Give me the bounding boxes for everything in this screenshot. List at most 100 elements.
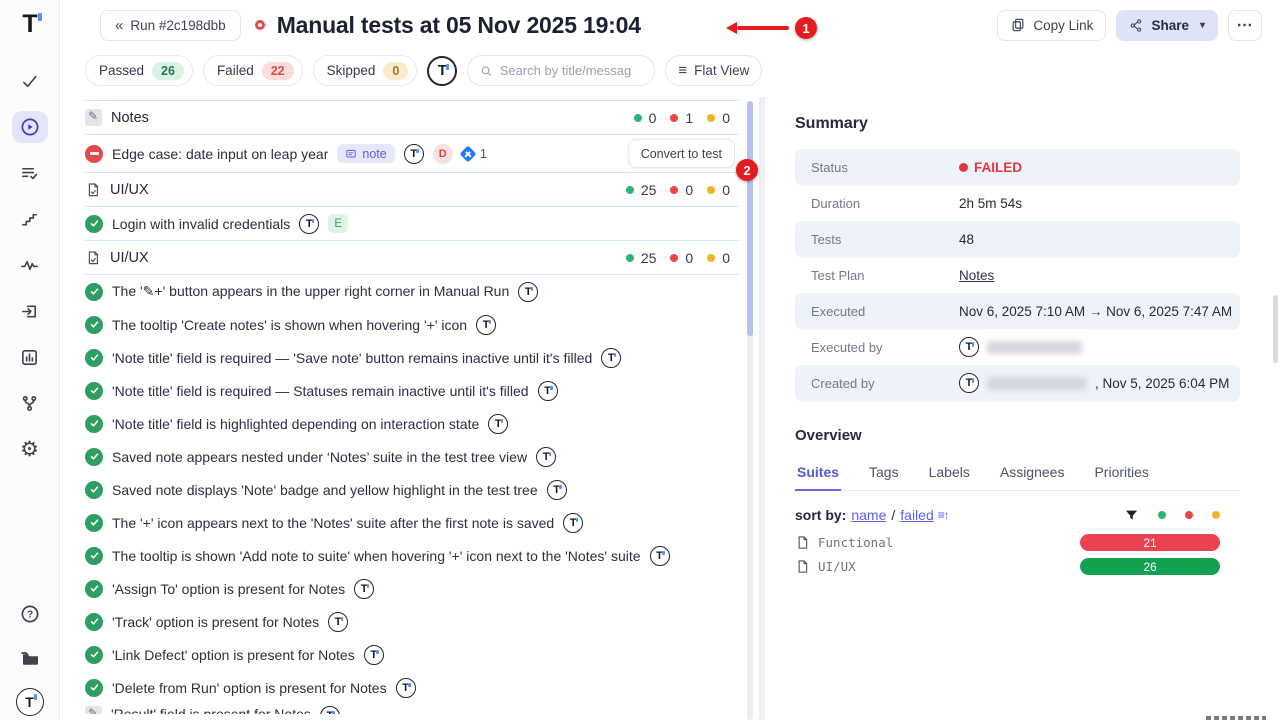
tasks-check-icon[interactable] <box>12 65 48 97</box>
overview-tabs: Suites Tags Labels Assignees Priorities <box>795 460 1240 491</box>
share-caret-icon[interactable]: ▾ <box>1199 19 1205 31</box>
test-row[interactable]: 'Assign To' option is present for Notes T <box>85 572 739 605</box>
projects-folder-icon[interactable] <box>12 643 48 675</box>
defect-badge[interactable]: D <box>432 143 453 164</box>
annotation-badge-1: 1 <box>795 17 817 39</box>
list-scrollbar-track[interactable] <box>747 101 753 720</box>
help-icon[interactable]: ? <box>12 598 48 630</box>
assignee-avatar: T <box>649 545 670 566</box>
panel-scrollbar-thumb[interactable] <box>1273 295 1278 363</box>
flat-view-button[interactable]: ≡ Flat View <box>665 55 763 86</box>
test-row[interactable]: 'Note title' field is required — Statuse… <box>85 374 739 407</box>
assignee-avatar: T <box>546 479 567 500</box>
test-row[interactable]: 'Delete from Run' option is present for … <box>85 671 739 704</box>
more-menu-button[interactable]: ⋯ <box>1228 9 1262 41</box>
legend-passed-dot[interactable] <box>1158 511 1166 519</box>
overview-suite-name: UI/UX <box>818 559 856 574</box>
test-row[interactable]: The '✎+' button appears in the upper rig… <box>85 275 739 308</box>
summary-panel: Summary Status FAILED Duration 2h 5m 54s Tes… <box>765 97 1280 720</box>
suite-title: UI/UX <box>110 181 149 198</box>
sort-by-failed-link[interactable]: failed <box>900 507 934 523</box>
sort-direction-icon[interactable]: ≡↑ <box>937 508 950 522</box>
chip-count-badge: 22 <box>261 61 294 80</box>
tab-assignees[interactable]: Assignees <box>999 464 1065 480</box>
tab-suites[interactable]: Suites <box>795 460 842 491</box>
test-row[interactable]: 'Result' field is present for Notes T <box>85 704 739 714</box>
test-row[interactable]: The tooltip is shown 'Add note to suite'… <box>85 539 739 572</box>
test-passed-icon <box>85 381 103 400</box>
filter-chip-failed[interactable]: Failed 22 <box>202 55 303 86</box>
summary-label: Status <box>811 159 848 175</box>
test-row[interactable]: The tooltip 'Create notes' is shown when… <box>85 308 739 341</box>
settings-gear-icon[interactable]: ⚙ <box>20 437 39 461</box>
branch-icon[interactable] <box>12 387 48 419</box>
tab-tags[interactable]: Tags <box>869 464 899 480</box>
count-value: 0 <box>685 249 694 266</box>
test-row[interactable]: Login with invalid credentials T E <box>85 207 739 240</box>
test-title: Saved note displays 'Note' badge and yel… <box>112 481 538 498</box>
share-button[interactable]: Share ▾ <box>1116 9 1218 41</box>
test-title: Saved note appears nested under ‘Notes’ … <box>112 448 528 465</box>
convert-to-test-button[interactable]: Convert to test <box>627 139 735 168</box>
assignee-avatar: T <box>363 644 384 665</box>
summary-value: T , Nov 5, 2025 6:04 PM <box>959 373 1229 393</box>
suite-row[interactable]: Notes 0 1 0 <box>85 100 739 135</box>
person-date: , Nov 5, 2025 6:04 PM <box>1095 375 1230 391</box>
suite-row[interactable]: UI/UX 25 0 0 <box>85 172 739 207</box>
search-icon <box>481 65 492 76</box>
copy-icon <box>1012 18 1024 32</box>
assignee-avatar: T <box>537 380 558 401</box>
runs-play-icon[interactable] <box>11 111 48 143</box>
passed-dot <box>625 253 634 262</box>
search-input[interactable] <box>499 63 643 78</box>
legend-skipped-dot[interactable] <box>1212 511 1220 519</box>
tab-priorities[interactable]: Priorities <box>1094 464 1149 480</box>
test-row[interactable]: 'Note title' field is highlighted depend… <box>85 407 739 440</box>
summary-row: Tests 48 <box>795 221 1240 257</box>
check-glyph <box>90 486 98 493</box>
search-box[interactable] <box>467 55 656 86</box>
run-failed-dot-icon <box>254 20 265 30</box>
suite-row[interactable]: UI/UX 25 0 0 <box>85 240 739 275</box>
legend-failed-dot[interactable] <box>1185 511 1193 519</box>
test-row[interactable]: Edge case: date input on leap year note T D… <box>85 135 739 172</box>
test-list-icon[interactable] <box>12 157 48 189</box>
assignee-filter-avatar[interactable]: T <box>427 55 458 86</box>
filter-chip-skipped[interactable]: Skipped 0 <box>312 55 418 86</box>
filter-funnel-icon[interactable] <box>1124 508 1139 523</box>
redacted-name <box>987 376 1087 390</box>
annotation-badge-2: 2 <box>736 159 758 181</box>
jira-issue[interactable]: 1 <box>459 145 487 162</box>
test-row[interactable]: Saved note appears nested under ‘Notes’ … <box>85 440 739 473</box>
test-passed-icon <box>85 315 103 334</box>
filter-bar: Passed 26 Failed 22 Skipped 0 T ≡ Flat V… <box>60 50 1280 97</box>
status-dot-icon <box>959 162 968 172</box>
sort-row: sort by: name / failed ≡↑ <box>795 507 1240 523</box>
sort-separator: / <box>891 507 896 523</box>
app-logo: T <box>22 12 42 37</box>
summary-row: Status FAILED <box>795 149 1240 185</box>
summary-value: Notes <box>959 268 994 283</box>
sort-by-name-link[interactable]: name <box>851 507 887 523</box>
tab-labels[interactable]: Labels <box>928 464 970 480</box>
user-avatar[interactable]: T <box>15 688 44 716</box>
test-plan-link[interactable]: Notes <box>959 267 995 283</box>
steps-icon[interactable] <box>12 203 48 235</box>
test-row[interactable]: The '+' icon appears next to the 'Notes'… <box>85 506 739 539</box>
test-row[interactable]: Saved note displays 'Note' badge and yel… <box>85 473 739 506</box>
import-icon[interactable] <box>12 295 48 327</box>
test-passed-icon <box>85 579 103 598</box>
share-label: Share <box>1151 17 1189 33</box>
test-row[interactable]: 'Link Defect' option is present for Note… <box>85 638 739 671</box>
pulse-icon[interactable] <box>12 249 48 281</box>
copy-link-button[interactable]: Copy Link <box>997 9 1107 41</box>
filter-chip-passed[interactable]: Passed 26 <box>85 55 193 86</box>
test-row[interactable]: 'Note title' field is required — 'Save n… <box>85 341 739 374</box>
list-scrollbar-thumb[interactable] <box>747 101 753 336</box>
test-row[interactable]: 'Track' option is present for Notes T <box>85 605 739 638</box>
back-to-run-button[interactable]: « Run #2c198dbb <box>100 9 241 41</box>
overview-suite-row[interactable]: Functional 21 <box>795 534 1240 551</box>
page-title: Manual tests at 05 Nov 2025 19:04 <box>276 11 641 38</box>
overview-suite-row[interactable]: UI/UX 26 <box>795 558 1240 575</box>
report-chart-icon[interactable] <box>12 341 48 373</box>
